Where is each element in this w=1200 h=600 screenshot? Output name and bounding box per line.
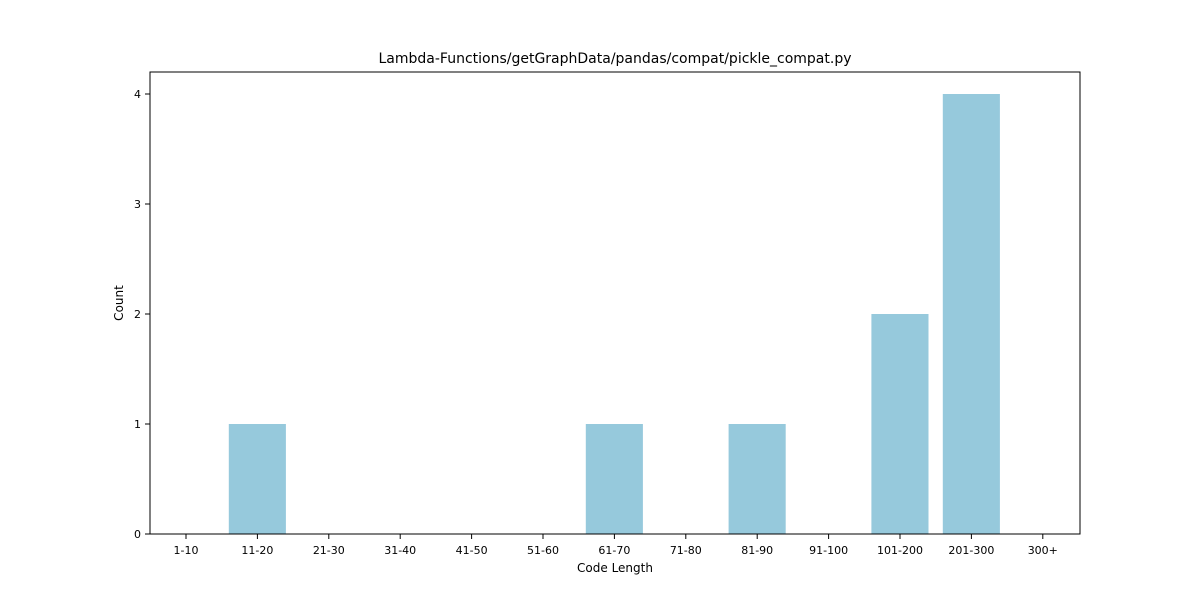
x-tick-label: 300+ bbox=[1028, 544, 1058, 557]
plot-frame bbox=[149, 71, 1081, 535]
y-tick-label: 1 bbox=[134, 418, 141, 431]
chart-title: Lambda-Functions/getGraphData/pandas/com… bbox=[378, 51, 851, 67]
bar-11-20 bbox=[228, 424, 286, 534]
y-tick-label: 3 bbox=[134, 198, 141, 211]
y-axis-label: Count bbox=[112, 285, 126, 321]
y-tick-label: 2 bbox=[134, 308, 141, 321]
x-tick-label: 201-300 bbox=[948, 544, 994, 557]
x-tick-label: 1-10 bbox=[174, 544, 199, 557]
x-tick-label: 21-30 bbox=[313, 544, 345, 557]
x-tick-label: 91-100 bbox=[809, 544, 848, 557]
x-tick-label: 41-50 bbox=[456, 544, 488, 557]
bar-201-300 bbox=[942, 94, 1000, 534]
y-tick-label: 4 bbox=[134, 88, 141, 101]
x-tick-label: 101-200 bbox=[877, 544, 923, 557]
x-tick-label: 31-40 bbox=[384, 544, 416, 557]
x-tick-label: 81-90 bbox=[741, 544, 773, 557]
x-tick-label: 51-60 bbox=[527, 544, 559, 557]
x-tick-label: 11-20 bbox=[241, 544, 273, 557]
x-axis-label: Code Length bbox=[577, 561, 653, 575]
x-axis-ticks: 1-10 11-20 21-30 31-40 41-50 51-60 61-70 71-80 8… bbox=[174, 534, 1058, 557]
x-tick-label: 71-80 bbox=[670, 544, 702, 557]
bar-101-200 bbox=[871, 314, 929, 534]
bar-61-70 bbox=[585, 424, 643, 534]
y-tick-label: 0 bbox=[134, 528, 141, 541]
bars-group bbox=[228, 94, 1000, 534]
y-axis-ticks: 0 1 2 3 4 bbox=[134, 88, 150, 541]
x-tick-label: 61-70 bbox=[598, 544, 630, 557]
bar-81-90 bbox=[728, 424, 786, 534]
